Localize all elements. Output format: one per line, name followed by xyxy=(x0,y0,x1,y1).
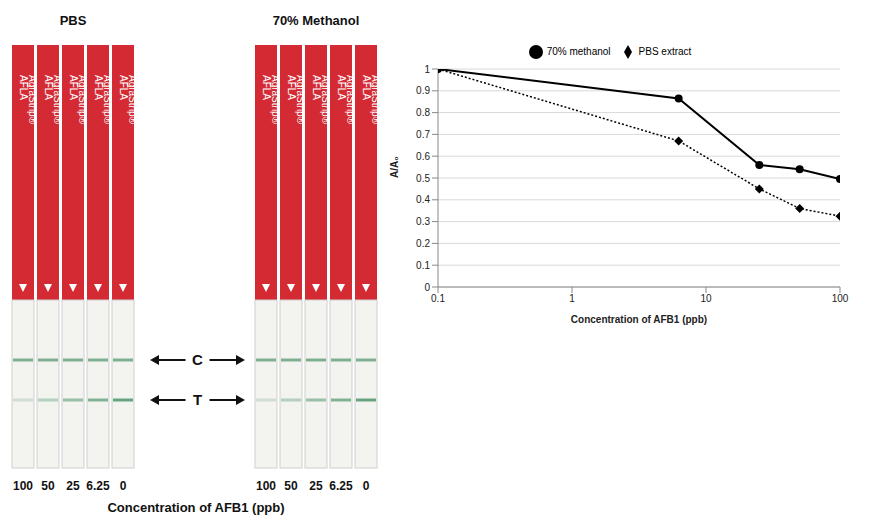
svg-text:AFLA: AFLA xyxy=(43,75,54,100)
svg-text:AFLA: AFLA xyxy=(336,75,347,100)
svg-text:AgraStrip®: AgraStrip® xyxy=(295,75,306,125)
svg-text:AgraStrip®: AgraStrip® xyxy=(345,75,356,125)
svg-text:0.4: 0.4 xyxy=(416,194,430,205)
svg-text:1: 1 xyxy=(569,293,575,304)
svg-text:50: 50 xyxy=(41,479,55,493)
svg-text:AgraStrip®: AgraStrip® xyxy=(102,75,113,125)
svg-text:AFLA: AFLA xyxy=(18,75,29,100)
svg-text:PBS: PBS xyxy=(60,13,87,28)
svg-text:AgraStrip®: AgraStrip® xyxy=(127,75,138,125)
svg-text:100: 100 xyxy=(256,479,276,493)
svg-text:AFLA: AFLA xyxy=(311,75,322,100)
svg-text:AgraStrip®: AgraStrip® xyxy=(320,75,331,125)
svg-text:AFLA: AFLA xyxy=(68,75,79,100)
svg-text:0.3: 0.3 xyxy=(416,216,430,227)
svg-text:0: 0 xyxy=(363,479,370,493)
svg-text:AgraStrip®: AgraStrip® xyxy=(77,75,88,125)
svg-text:100: 100 xyxy=(832,293,849,304)
svg-text:AFLA: AFLA xyxy=(93,75,104,100)
svg-text:0.1: 0.1 xyxy=(416,260,430,271)
svg-text:AFLA: AFLA xyxy=(261,75,272,100)
svg-text:AgraStrip®: AgraStrip® xyxy=(270,75,281,125)
svg-text:AFLA: AFLA xyxy=(361,75,372,100)
svg-text:AFLA: AFLA xyxy=(118,75,129,100)
svg-text:70% Methanol: 70% Methanol xyxy=(273,13,360,28)
svg-text:6.25: 6.25 xyxy=(329,479,353,493)
svg-text:1: 1 xyxy=(424,64,430,75)
svg-text:0.5: 0.5 xyxy=(416,173,430,184)
svg-text:50: 50 xyxy=(284,479,298,493)
svg-text:AgraStrip®: AgraStrip® xyxy=(27,75,38,125)
svg-text:0.7: 0.7 xyxy=(416,129,430,140)
svg-text:100: 100 xyxy=(13,479,33,493)
svg-text:25: 25 xyxy=(66,479,80,493)
svg-text:25: 25 xyxy=(309,479,323,493)
svg-text:Concentration of AFB1 (ppb): Concentration of AFB1 (ppb) xyxy=(107,500,284,515)
svg-text:A/A₀: A/A₀ xyxy=(389,156,400,178)
svg-text:0.9: 0.9 xyxy=(416,85,430,96)
svg-text:T: T xyxy=(193,391,202,408)
svg-text:Concentration of AFB1 (ppb): Concentration of AFB1 (ppb) xyxy=(571,314,707,325)
svg-text:0.2: 0.2 xyxy=(416,238,430,249)
svg-text:AgraStrip®: AgraStrip® xyxy=(52,75,63,125)
svg-text:0.6: 0.6 xyxy=(416,151,430,162)
svg-text:10: 10 xyxy=(700,293,712,304)
svg-text:AgraStrip®: AgraStrip® xyxy=(370,75,381,125)
html-text:PBS extract: PBS extract xyxy=(638,45,692,57)
svg-text:AFLA: AFLA xyxy=(286,75,297,100)
svg-text:0: 0 xyxy=(120,479,127,493)
svg-text:0.8: 0.8 xyxy=(416,107,430,118)
svg-text:0.1: 0.1 xyxy=(431,293,445,304)
svg-text:C: C xyxy=(192,351,203,368)
html-text:70% methanol: 70% methanol xyxy=(546,45,611,57)
svg-text:6.25: 6.25 xyxy=(86,479,110,493)
svg-text:0: 0 xyxy=(424,282,430,293)
